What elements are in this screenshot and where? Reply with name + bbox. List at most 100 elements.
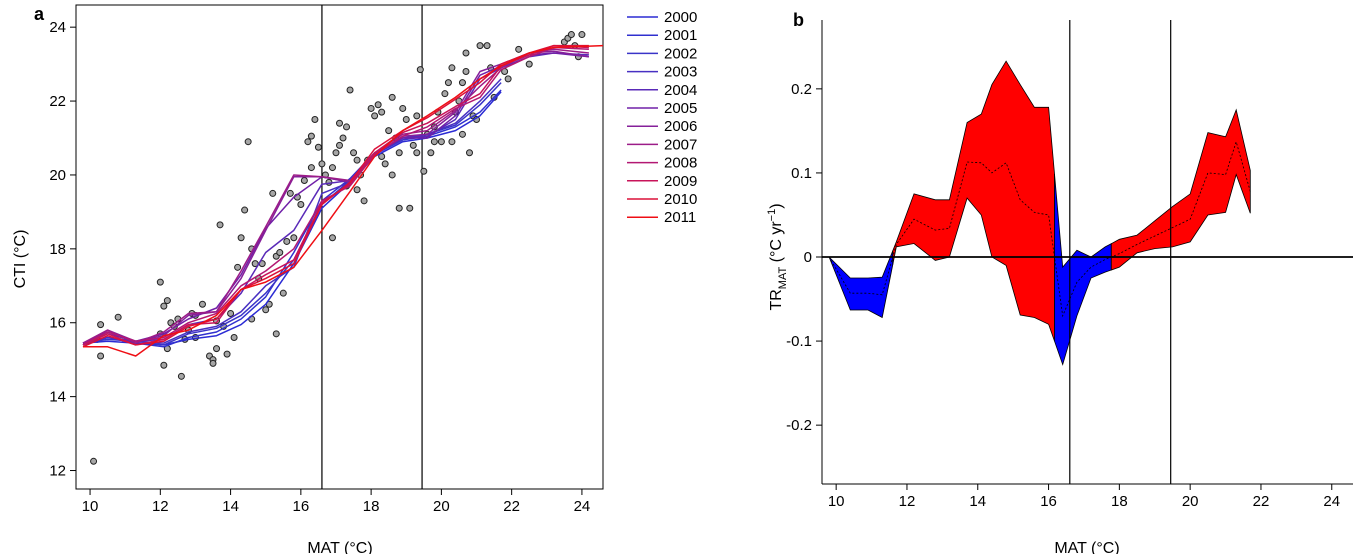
panel-a-scatter-point	[462, 49, 470, 57]
panel-a-legend-label: 2010	[664, 191, 697, 208]
panel-a-y-tick-label: 16	[49, 315, 66, 332]
panel-a-scatter-point	[216, 221, 224, 229]
panel-a-scatter-point	[286, 189, 294, 197]
panel-a-scatter-point	[269, 189, 277, 197]
panel-a-scatter-point	[416, 66, 424, 74]
panel-a-scatter-point	[227, 310, 235, 318]
panel-a-scatter-point	[420, 167, 428, 175]
panel-b-y-axis-title-sub: MAT	[777, 267, 789, 290]
panel-a-scatter-point	[213, 345, 221, 353]
panel-a-scatter-point	[307, 164, 315, 172]
panel-a-y-tick-label: 14	[49, 389, 66, 406]
panel-a-legend-label: 2011	[664, 209, 696, 226]
panel-b-y-tick-label: 0	[804, 249, 812, 266]
panel-a-legend-label: 2006	[664, 118, 697, 135]
panel-a-scatter-point	[458, 79, 466, 87]
panel-b-y-axis-title-main: TR	[768, 289, 785, 310]
panel-b-label: b	[793, 10, 804, 30]
panel-b-x-tick-label: 18	[1111, 493, 1128, 510]
panel-b-x-axis-title: MAT (°C)	[1054, 540, 1119, 554]
panel-b-y-axis-title: TRMAT (°C yr−1)	[766, 203, 789, 310]
panel-b-mean-line	[828, 140, 1251, 318]
panel-a-scatter-point	[567, 31, 575, 39]
panel-a-scatter-point	[198, 300, 206, 308]
panel-a-scatter-point	[328, 234, 336, 242]
panel-a-legend-label: 2009	[664, 173, 697, 190]
panel-a-scatter-point	[244, 138, 252, 146]
panel-a-scatter-point	[395, 204, 403, 212]
panel-a-scatter-point	[448, 64, 456, 72]
panel-a-scatter-point	[332, 149, 340, 157]
panel-a-scatter-point	[409, 141, 417, 149]
panel-a-x-tick-label: 16	[293, 498, 310, 515]
panel-a-x-tick-label: 12	[152, 498, 169, 515]
panel-a-scatter-point	[367, 104, 375, 112]
panel-a-x-tick-label: 14	[222, 498, 239, 515]
panel-a-frame	[75, 4, 604, 490]
panel-a-scatter-point	[328, 164, 336, 172]
panel-a-y-tick-label: 18	[49, 241, 66, 258]
panel-a-scatter-point	[290, 234, 298, 242]
panel-b-y-tick-label: -0.1	[786, 333, 812, 350]
panel-b-y-tick-label: 0.2	[791, 81, 812, 98]
panel-a-legend-label: 2004	[664, 82, 697, 99]
panel-a-scatter-point	[276, 249, 284, 257]
panel-a-scatter-point	[465, 149, 473, 157]
panel-a-scatter-point	[177, 372, 185, 380]
panel-a-scatter-point	[160, 361, 168, 369]
panel-a-x-tick-label: 20	[433, 498, 450, 515]
panel-b-y-tick-label: -0.2	[786, 417, 812, 434]
panel-b-x-tick-label: 12	[899, 493, 916, 510]
panel-a-scatter-point	[283, 237, 291, 245]
panel-a-scatter-point	[388, 93, 396, 101]
panel-a-scatter-point	[525, 60, 533, 68]
panel-a-scatter-point	[515, 45, 523, 53]
panel-b-y-axis-title-close: )	[768, 203, 785, 208]
panel-a-scatter-point	[483, 42, 491, 50]
panel-a-scatter-point	[388, 171, 396, 179]
panel-b-x-tick-label: 22	[1253, 493, 1270, 510]
panel-a-x-tick-label: 24	[574, 498, 591, 515]
panel-a-scatter-point	[336, 141, 343, 149]
panel-a-scatter-point	[336, 119, 343, 127]
panel-a-scatter-point	[399, 104, 407, 112]
panel-a-legend-label: 2005	[664, 100, 697, 117]
panel-b-x-tick-label: 14	[969, 493, 986, 510]
panel-a-scatter-point	[385, 127, 393, 135]
panel-a-scatter-point	[241, 206, 249, 214]
panel-a-legend-label: 2000	[664, 9, 697, 26]
panel-a-scatter-point	[448, 138, 456, 146]
panel-a-scatter-point	[237, 234, 245, 242]
panel-a-scatter-point	[353, 156, 361, 164]
panel-a-scatter-point	[395, 149, 403, 157]
panel-b-area-chart: b 10 12 14 16 18 20 22 24 -0.2 -0.1 0 0.1 0.2 MAT (°…	[766, 10, 1353, 554]
panel-a-scatter-point	[578, 31, 586, 39]
panel-a-scatter-point	[441, 90, 449, 98]
panel-a-series-line	[82, 89, 502, 348]
panel-a-legend-label: 2007	[664, 136, 697, 153]
panel-a-scatter-point	[458, 130, 466, 138]
panel-a-scatter-point	[378, 108, 386, 116]
panel-b-y-axis-title-sup: −1	[766, 209, 778, 222]
panel-a-scatter-point	[272, 330, 280, 338]
panel-a-scatter-point	[314, 143, 322, 151]
panel-a-series-line	[82, 52, 589, 346]
panel-b-positive-band	[1110, 108, 1251, 271]
panel-a-scatter-point	[413, 112, 421, 120]
panel-a-scatter-point	[427, 149, 435, 157]
panel-a-x-tick-label: 22	[503, 498, 520, 515]
panel-a-scatter-point	[300, 176, 308, 184]
panel-a-scatter-point	[114, 313, 122, 321]
panel-a-scatter-point	[297, 201, 305, 209]
panel-a-series-line	[83, 44, 604, 357]
panel-a-scatter-point	[413, 149, 421, 157]
panel-b-y-tick-label: 0.1	[791, 165, 812, 182]
panel-a-scatter-point	[360, 197, 368, 205]
panel-a-series-line	[82, 78, 502, 344]
panel-a-y-tick-label: 20	[49, 167, 66, 184]
panel-a-scatter-point	[223, 350, 231, 358]
panel-a-scatter-point	[307, 132, 315, 140]
panel-a-scatter-point	[504, 75, 512, 83]
panel-a-scatter-point	[156, 278, 164, 286]
